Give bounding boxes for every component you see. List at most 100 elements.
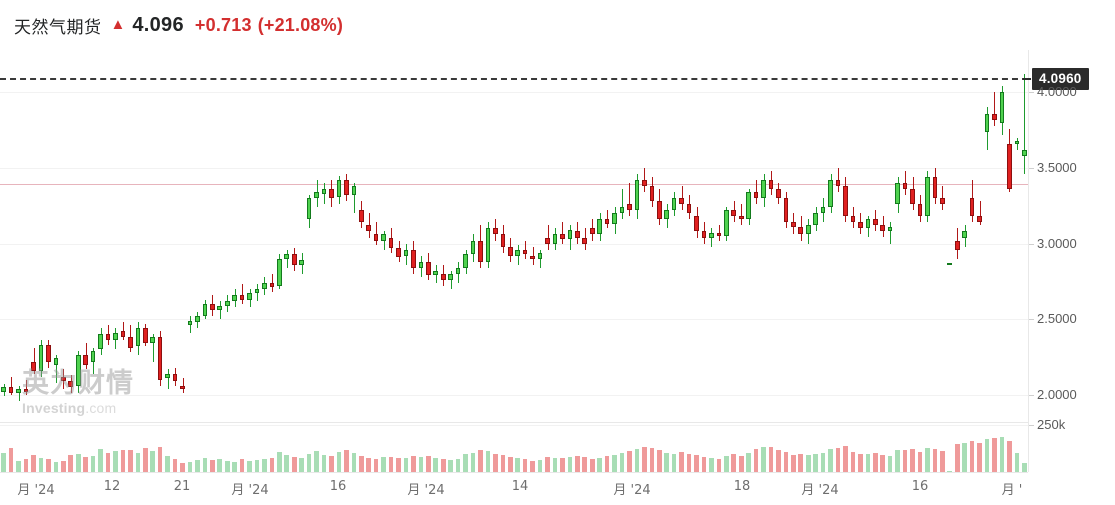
volume-bar-down bbox=[172, 458, 178, 472]
volume-bar-down bbox=[656, 450, 662, 472]
gridline bbox=[0, 319, 1028, 321]
candle-body bbox=[217, 305, 223, 311]
volume-bar-down bbox=[291, 456, 297, 472]
y-axis-tick bbox=[1029, 319, 1034, 321]
volume-bar-up bbox=[16, 461, 21, 472]
candle-body bbox=[954, 240, 960, 250]
volume-bar-up bbox=[336, 451, 342, 472]
volume-bar-up bbox=[321, 454, 327, 472]
volume-bar-up bbox=[813, 453, 818, 472]
candle-wick bbox=[324, 183, 325, 205]
y-axis-tick bbox=[1029, 394, 1034, 396]
candle-wick bbox=[242, 284, 243, 305]
candle-wick bbox=[287, 249, 288, 268]
candle-body bbox=[791, 222, 796, 227]
candle-body bbox=[381, 234, 386, 241]
volume-bar-up bbox=[448, 459, 453, 472]
candle-body bbox=[858, 222, 863, 229]
candle-body bbox=[31, 361, 36, 371]
candle-body bbox=[470, 240, 476, 255]
candle-wick bbox=[34, 347, 35, 374]
volume-bar-up bbox=[962, 442, 967, 472]
volume-bar-up bbox=[433, 457, 439, 472]
volume-bar-down bbox=[500, 454, 506, 472]
gridline bbox=[0, 167, 1028, 169]
candle-body bbox=[83, 355, 88, 365]
candle-body bbox=[597, 219, 602, 235]
candle-body bbox=[262, 282, 267, 289]
candle-body bbox=[753, 192, 759, 199]
candle-wick bbox=[123, 322, 124, 341]
volume-bar-up bbox=[135, 452, 141, 472]
candle-body bbox=[723, 210, 729, 236]
candle-body bbox=[299, 260, 304, 265]
candle-body bbox=[627, 204, 632, 211]
candle-body bbox=[701, 231, 707, 238]
candle-body bbox=[195, 316, 200, 323]
candle-body bbox=[433, 270, 439, 276]
volume-bar-down bbox=[686, 453, 692, 472]
volume-bar-up bbox=[403, 457, 409, 472]
volume-bar-up bbox=[805, 455, 811, 472]
volume-bar-up bbox=[262, 459, 267, 472]
volume-pane[interactable] bbox=[0, 425, 1028, 472]
candle-body bbox=[671, 198, 677, 211]
candle-wick bbox=[629, 183, 630, 217]
candle-body bbox=[850, 216, 856, 223]
volume-bar-down bbox=[426, 455, 431, 472]
volume-bar-up bbox=[664, 453, 669, 472]
candle-body bbox=[940, 198, 945, 205]
volume-bar-up bbox=[828, 448, 833, 472]
candle-body bbox=[277, 258, 282, 286]
volume-bar-up bbox=[470, 452, 476, 472]
candle-body bbox=[902, 183, 908, 190]
candle-body bbox=[515, 249, 521, 256]
candle-body bbox=[172, 373, 178, 382]
candle-body bbox=[887, 226, 893, 232]
price-axis[interactable]: 4.0960 4.0000 3.5000 3.0000 2.5000 2.0000 250… bbox=[1023, 50, 1115, 505]
candle-body bbox=[686, 204, 692, 214]
candle-body bbox=[947, 263, 953, 266]
candle-body bbox=[254, 288, 260, 294]
candle-body bbox=[813, 213, 818, 226]
candle-body bbox=[224, 301, 230, 306]
y-axis-label: 2.5000 bbox=[1037, 311, 1077, 327]
volume-bar-up bbox=[746, 453, 751, 472]
last-price-dashed-line bbox=[0, 77, 1028, 80]
y-axis-label: 3.0000 bbox=[1037, 235, 1077, 251]
x-axis-label: 12 bbox=[103, 479, 121, 494]
candle-body bbox=[8, 387, 14, 394]
x-axis-label: 18 bbox=[733, 479, 751, 494]
candle-wick bbox=[741, 204, 742, 226]
candle-body bbox=[135, 328, 141, 347]
volume-bar-down bbox=[858, 453, 863, 472]
volume-bar-down bbox=[61, 461, 66, 472]
volume-bar-down bbox=[344, 450, 349, 472]
volume-bar-up bbox=[217, 458, 223, 472]
volume-bar-up bbox=[314, 451, 319, 472]
chart-area[interactable]: 4.0960 4.0000 3.5000 3.0000 2.5000 2.0000 250… bbox=[0, 50, 1115, 505]
candle-body bbox=[61, 376, 66, 382]
candle-body bbox=[962, 231, 967, 238]
volume-bar-down bbox=[411, 456, 416, 472]
candle-body bbox=[113, 332, 118, 341]
volume-bar-up bbox=[195, 460, 200, 472]
volume-bar-down bbox=[157, 446, 163, 472]
x-axis-label: 月 '24 bbox=[407, 483, 445, 498]
price-pane[interactable] bbox=[0, 50, 1028, 422]
volume-bar-up bbox=[619, 452, 625, 472]
candle-body bbox=[746, 192, 751, 220]
x-axis-label: 月 '24 bbox=[17, 483, 55, 498]
volume-bar-up bbox=[202, 457, 208, 472]
volume-bar-down bbox=[679, 452, 684, 472]
candle-body bbox=[656, 201, 662, 220]
volume-bar-down bbox=[880, 455, 886, 472]
date-axis[interactable]: 月 '24 12 21 月 '24 16 月 '24 14 月 '24 18 月 '24 16 月 ' bbox=[0, 473, 1028, 505]
candle-body bbox=[783, 198, 789, 223]
candle-body bbox=[455, 267, 461, 274]
candle-body bbox=[68, 381, 74, 388]
candle-wick bbox=[607, 210, 608, 229]
candle-wick bbox=[1024, 74, 1025, 174]
x-axis-label: 14 bbox=[511, 479, 529, 494]
candle-body bbox=[344, 180, 349, 196]
